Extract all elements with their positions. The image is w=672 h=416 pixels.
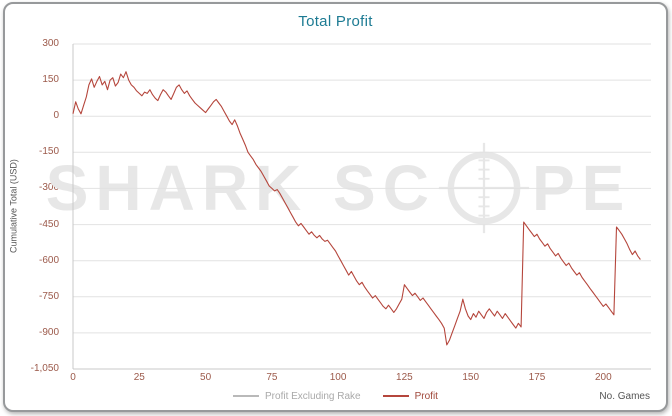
y-tick-label: -150 bbox=[38, 146, 59, 158]
x-tick-label: 50 bbox=[200, 372, 212, 383]
y-axis-tick-labels: 300 150 0 -150 -300 -450 -600 -750 -900 -1,050 bbox=[5, 39, 67, 374]
series-line-profit bbox=[72, 71, 641, 346]
legend-item-profit[interactable]: Profit bbox=[382, 390, 438, 402]
y-tick-label: -300 bbox=[38, 182, 59, 194]
chart-canvas bbox=[72, 43, 651, 370]
legend-label: Profit Excluding Rake bbox=[265, 390, 361, 402]
x-tick-label: 25 bbox=[133, 372, 145, 383]
x-tick-label: 200 bbox=[594, 372, 612, 383]
x-axis-title: No. Games bbox=[599, 391, 650, 402]
legend-swatch bbox=[382, 395, 409, 397]
y-tick-label: -900 bbox=[38, 326, 59, 338]
y-tick-label: -450 bbox=[38, 218, 59, 230]
y-tick-label: 150 bbox=[42, 74, 59, 86]
y-tick-label: 300 bbox=[42, 38, 59, 49]
y-tick-label: 0 bbox=[53, 110, 59, 122]
x-tick-label: 175 bbox=[528, 372, 546, 383]
legend: Profit Excluding Rake Profit bbox=[5, 389, 666, 403]
x-axis-tick-labels: 0 25 50 75 100 125 150 175 200 bbox=[70, 372, 651, 384]
legend-label: Profit bbox=[414, 390, 438, 402]
plot-area: SHARK SC PE bbox=[46, 43, 651, 370]
x-tick-label: 125 bbox=[396, 372, 413, 383]
page-title: Total Profit bbox=[298, 13, 373, 30]
chart-window: Total Profit Cumulative Total (USD) 300 1… bbox=[3, 2, 668, 412]
legend-swatch bbox=[233, 395, 260, 397]
x-tick-label: 75 bbox=[266, 372, 278, 383]
y-tick-label: -750 bbox=[38, 290, 59, 302]
y-tick-label: -600 bbox=[38, 254, 59, 266]
y-tick-label: -1,050 bbox=[30, 363, 59, 374]
legend-item-profit-excluding-rake[interactable]: Profit Excluding Rake bbox=[233, 391, 361, 402]
x-tick-label: 100 bbox=[329, 372, 347, 383]
x-tick-label: 150 bbox=[462, 372, 480, 383]
x-tick-label: 0 bbox=[70, 372, 76, 383]
